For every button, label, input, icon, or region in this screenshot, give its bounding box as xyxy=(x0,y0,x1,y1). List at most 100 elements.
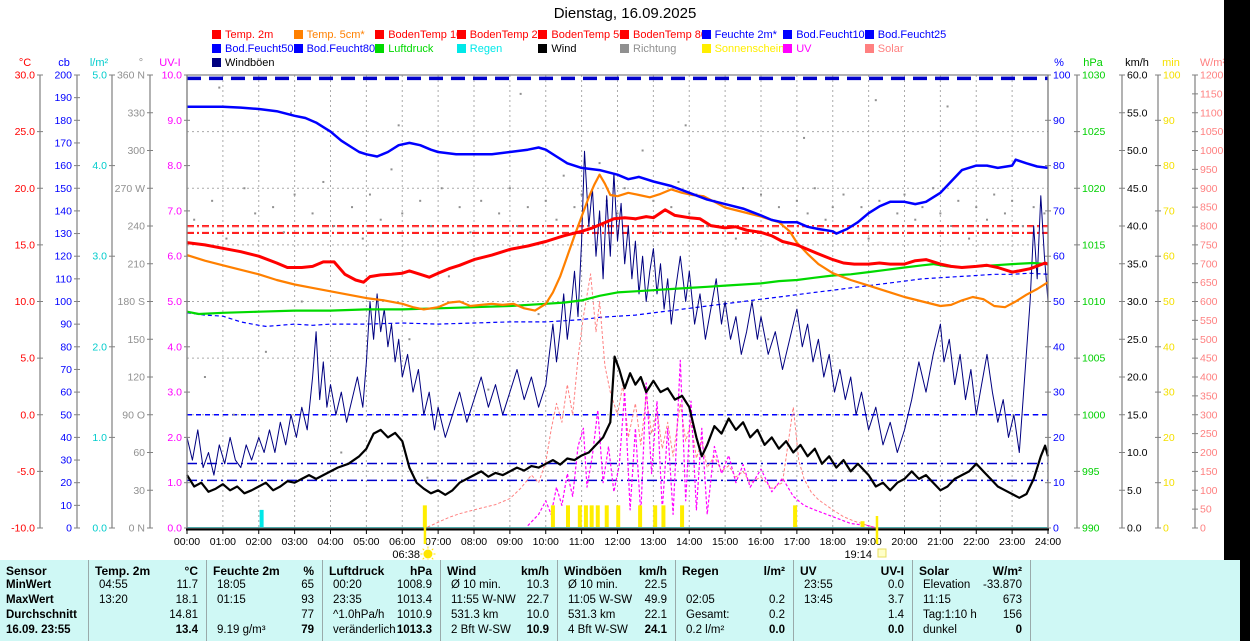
sunrise-time-label: 06:38 xyxy=(392,549,420,560)
table-row: dunkel 0 xyxy=(913,624,1030,639)
axis-tick-label: 5.0 xyxy=(167,296,182,308)
time-label: 12:00 xyxy=(604,536,630,548)
axis-tick-label: 200 xyxy=(54,70,72,82)
axis-tick-label: 1000 xyxy=(1200,145,1224,157)
axis-tick-label: 60 xyxy=(1163,251,1175,263)
axis-tick-label: 120 xyxy=(54,251,72,263)
table-cell-value: 1.4 xyxy=(888,609,904,621)
table-cell-value: 24.1 xyxy=(644,624,667,636)
legend-item-feuchte-2m-: Feuchte 2m* xyxy=(701,29,777,42)
table-cell-value: 22.1 xyxy=(644,609,667,621)
table-cell-value: 13.4 xyxy=(175,624,198,636)
axis-tick-label: 180 xyxy=(54,115,72,127)
plot-border xyxy=(186,74,1049,529)
axis-tick-label: 240 xyxy=(127,221,145,233)
axis-tick-label: 90 O xyxy=(122,409,145,421)
axis-tick-label: 20 xyxy=(1053,432,1065,444)
axis-tick-label: 30 xyxy=(133,485,145,497)
axis-tick-label: 20 xyxy=(1163,432,1175,444)
table-cell-value: 673 xyxy=(1002,594,1022,606)
series-regen xyxy=(259,509,264,527)
table-cell-value: 77 xyxy=(301,609,314,621)
axis-tick-label: 30.0 xyxy=(15,70,36,82)
legend-label: Temp. 5cm* xyxy=(306,29,365,41)
table-cell-value: 49.9 xyxy=(644,594,667,606)
legend-swatch xyxy=(538,44,548,53)
legend-label: Feuchte 2m* xyxy=(714,29,777,41)
time-label: 14:00 xyxy=(676,536,702,548)
axis-tick-label: 950 xyxy=(1200,164,1218,176)
table-cell-value: 18.1 xyxy=(175,594,198,606)
table-row: MaxWert xyxy=(0,594,88,609)
time-label: 04:00 xyxy=(317,536,343,548)
legend-swatch xyxy=(375,44,385,53)
legend-label: Luftdruck xyxy=(388,43,434,55)
axis-dir: 0 N 30 60 90 O 120 150 180 S 210 240 270 W 300 330 3… xyxy=(115,57,153,535)
axis-tick-label: 10.0 xyxy=(1127,447,1148,459)
legend-swatch xyxy=(538,30,548,39)
table-cell-label: 16.09. 23:55 xyxy=(6,624,71,636)
series-richtung xyxy=(193,86,1046,479)
axis-tick-label: 1000 xyxy=(1082,409,1106,421)
table-row: Elevation -33.870 xyxy=(913,579,1030,594)
time-label: 18:00 xyxy=(820,536,846,548)
axis-tick-label: 20 xyxy=(60,477,72,489)
axis-tick-label: 1025 xyxy=(1082,126,1106,138)
axis-tick-label: 7.0 xyxy=(167,205,182,217)
legend-item-uv: UV xyxy=(783,43,811,56)
legend-label: Bod.Feucht10 xyxy=(796,29,865,41)
axis-tick-label: 30 xyxy=(60,455,72,467)
table-cell-value: 11.7 xyxy=(176,579,198,591)
table-column-luftdruck: Luftdruck hPa 00:20 1008.9 23:35 1013.4 ^1.0hP… xyxy=(322,560,440,641)
table-cell-label: 23:35 xyxy=(333,594,362,606)
table-column-wind: Wind km/h Ø 10 min. 10.3 11:55 W-NW 22.7 531.3… xyxy=(440,560,557,641)
table-row: 11:55 W-NW 22.7 xyxy=(441,594,557,609)
legend-item-bodentemp-10: BodenTemp 10 xyxy=(375,29,462,42)
axis-tick-label: 130 xyxy=(54,228,72,240)
legend-label: Regen xyxy=(469,43,503,55)
axis-tick-label: 10 xyxy=(60,500,72,512)
table-header: UV xyxy=(800,564,817,578)
legend-swatch xyxy=(456,30,466,39)
axis-tick-label: 0 xyxy=(1053,523,1059,535)
axis-tick-label: 15.0 xyxy=(15,239,36,251)
legend-label: BodenTemp 80 xyxy=(633,29,707,41)
axis-tick-label: 100 xyxy=(54,296,72,308)
table-header: Temp. 2m xyxy=(95,564,151,578)
axis-tick-label: 300 xyxy=(1200,409,1218,421)
axis-tick-label: 1030 xyxy=(1082,70,1106,82)
axis-tick-label: 330 xyxy=(127,107,145,119)
table-column-solar: Solar W/m² Elevation -33.870 11:15 673 Tag:1:1… xyxy=(912,560,1030,641)
table-row: 04:55 11.7 xyxy=(89,579,206,594)
sensor-stats-table: Sensor MinWert MaxWert Durchschnitt 16.09. 2… xyxy=(0,560,1240,641)
axis-tick-label: -5.0 xyxy=(17,466,35,478)
table-cell-label: 11:55 W-NW xyxy=(451,594,516,606)
axis-tick-label: 270 W xyxy=(115,183,145,195)
axis-tick-label: 5.0 xyxy=(92,70,107,82)
series-sonnenschein xyxy=(422,505,865,527)
table-cell-label: ^1.0hPa/h xyxy=(333,609,385,621)
legend-item-bod-feucht25: Bod.Feucht25 xyxy=(864,29,946,42)
legend-swatch xyxy=(293,44,303,53)
axis-tick-label: 30.0 xyxy=(1127,296,1148,308)
axis-tick-label: 40 xyxy=(1053,341,1065,353)
table-cell-label: 00:20 xyxy=(333,579,362,591)
axis-tick-label: 210 xyxy=(127,258,145,270)
axis-tick-label: 650 xyxy=(1200,277,1218,289)
axis-tick-label: 90 xyxy=(60,319,72,331)
axis-tick-label: 1010 xyxy=(1082,296,1106,308)
legend-label: Solar xyxy=(877,43,904,55)
table-row: Ø 10 min. 22.5 xyxy=(558,579,675,594)
table-row: 18:05 65 xyxy=(207,579,322,594)
time-label: 22:00 xyxy=(963,536,989,548)
axis-tick-label: 50 xyxy=(1163,296,1175,308)
axis-tick-label: 6.0 xyxy=(167,251,182,263)
table-cell-label: 11:15 xyxy=(923,594,951,606)
table-cell-value: 14.81 xyxy=(169,609,198,621)
axis-tick-label: 80 xyxy=(1053,160,1065,172)
axis-tick-label: 8.0 xyxy=(167,160,182,172)
table-cell-value: 22.7 xyxy=(526,594,549,606)
window-edge-strip xyxy=(1224,0,1250,560)
table-row: Ø 10 min. 10.3 xyxy=(441,579,557,594)
axis-tick-label: 1.0 xyxy=(92,432,107,444)
